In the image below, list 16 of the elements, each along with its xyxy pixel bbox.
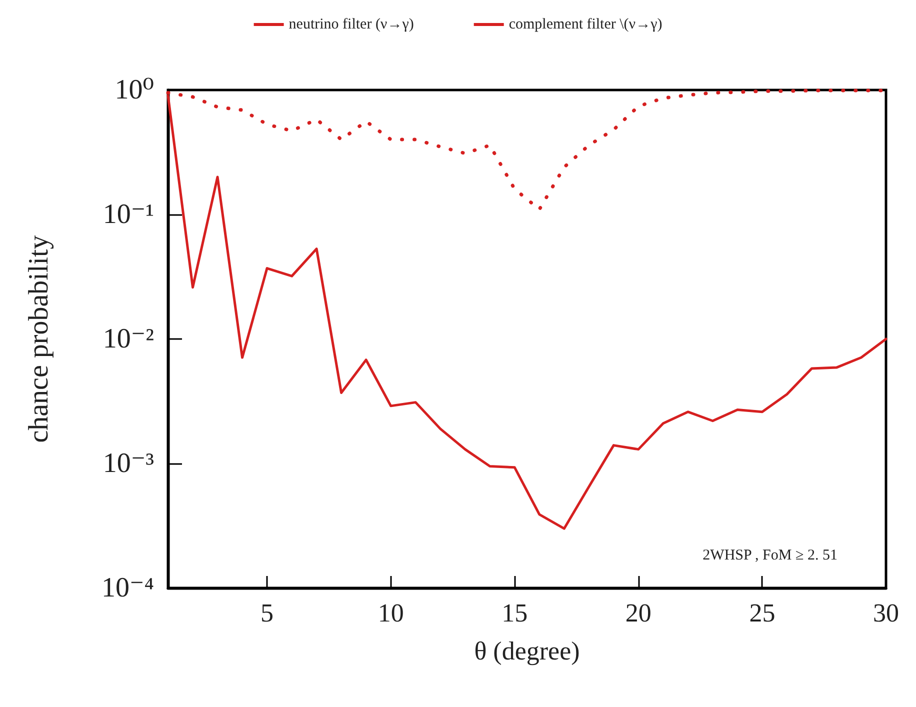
legend-label: complement filter \(ν→γ) [508,16,662,32]
x-tick-label: 15 [502,598,528,628]
annotation: 2WHSP , FoM ≥ 2. 51 [702,548,838,564]
y-tick-label: 10⁻³ [102,448,154,479]
legend-label: neutrino filter (ν→γ) [288,16,414,32]
y-tick-label: 10⁰ [114,74,154,106]
x-tick-label: 30 [873,598,899,628]
x-tick-label: 10 [378,598,404,628]
y-tick-label: 10⁻² [102,324,154,354]
y-tick-label: 10⁻¹ [102,199,154,230]
y-axis-title: chance probability [24,235,54,443]
x-tick-label: 5 [260,598,274,628]
x-axis-title: θ (degree) [474,636,580,666]
y-tick-label: 10⁻⁴ [101,572,154,604]
x-tick-label: 25 [749,598,776,628]
x-tick-label: 20 [625,598,652,628]
